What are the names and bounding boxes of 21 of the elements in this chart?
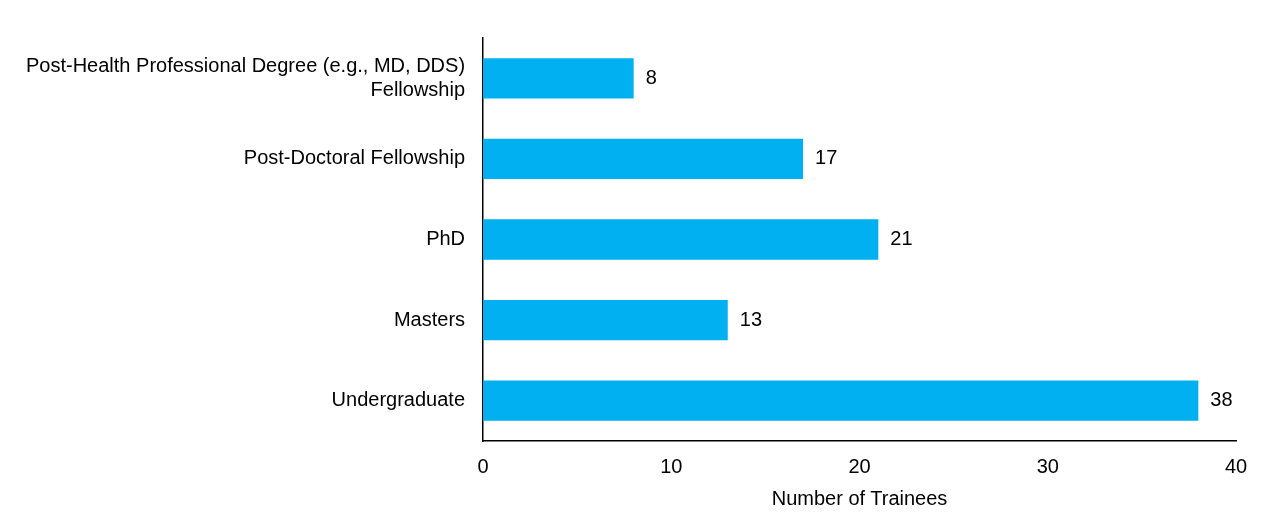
bar [483,58,634,99]
x-tick-label: 20 [848,454,871,477]
x-tick-label: 10 [660,454,683,477]
data-label: 8 [645,65,657,88]
data-label: 38 [1210,388,1233,411]
data-label: 13 [739,307,763,330]
x-tick-label: 30 [1036,454,1059,477]
bar [483,138,804,180]
data-label: 21 [890,227,913,250]
y-tick-label: Post-Doctoral Fellowship [243,146,466,169]
y-tick-label: PhD [426,227,466,250]
x-tick-label: 0 [477,454,489,477]
data-label: 17 [815,146,838,169]
x-tick-label: 40 [1224,454,1248,477]
y-tick-label: Masters [393,307,466,330]
bar [483,299,728,341]
y-tick-label: Post-Health Professional Degree (e.g., MD, DDS) Fellowship [25,53,466,100]
x-axis-title: Number of Trainees [771,486,948,509]
y-tick-label: Undergraduate [331,388,466,411]
bar [483,380,1199,421]
bar [483,219,879,260]
